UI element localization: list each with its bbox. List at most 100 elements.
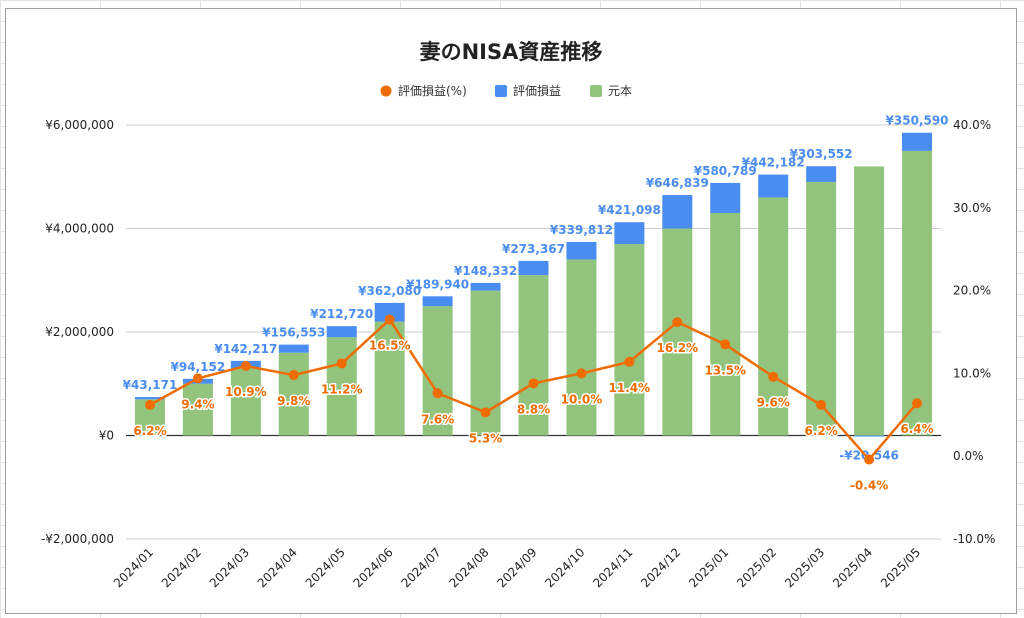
x-tick-label: 2025/01	[686, 545, 731, 590]
x-tick-label: 2024/01	[111, 545, 156, 590]
pct-data-label: 6.2%	[805, 424, 838, 438]
bar-principal	[230, 368, 261, 436]
bar-data-label: ¥350,590	[886, 114, 949, 128]
y-right-tick-label: 40.0%	[953, 118, 991, 132]
pct-data-label: 5.3%	[469, 431, 502, 445]
legend-label-2: 元本	[608, 84, 632, 98]
pct-data-label: -0.4%	[850, 479, 888, 493]
bar-data-label: ¥148,332	[454, 264, 517, 278]
y-right-tick-label: 20.0%	[953, 284, 991, 298]
x-tick-label: 2024/12	[638, 545, 683, 590]
bar-gain	[854, 435, 885, 437]
pct-point	[816, 399, 827, 410]
pct-data-label: 16.2%	[657, 341, 699, 355]
pct-data-label: 16.5%	[369, 339, 411, 353]
pct-point	[720, 339, 731, 350]
pct-point	[624, 356, 635, 367]
x-tick-label: 2025/02	[734, 545, 779, 590]
bar-gain	[470, 282, 501, 291]
bar-gain	[374, 302, 405, 322]
legend-marker-2	[590, 85, 602, 97]
x-tick-label: 2025/04	[830, 545, 875, 590]
bar-principal	[182, 383, 213, 436]
pct-point	[864, 454, 875, 465]
pct-point	[672, 317, 683, 328]
chart-card[interactable]: 妻のNISA資産推移評価損益(%) 評価損益 元本 ¥6,000,000 ¥4,000,…	[5, 8, 1017, 614]
y-left-tick-label: ¥0	[99, 429, 114, 443]
x-tick-label: 2024/09	[494, 545, 539, 590]
bar-data-label: ¥421,098	[598, 203, 661, 217]
x-tick-label: 2024/06	[351, 545, 396, 590]
pct-data-label: 6.2%	[133, 424, 166, 438]
bar-gain	[518, 260, 549, 276]
pct-point	[768, 371, 779, 382]
legend-marker-0	[380, 85, 392, 97]
bar-data-label: ¥156,553	[262, 326, 325, 340]
pct-data-label: 10.9%	[225, 385, 267, 399]
pct-point	[576, 368, 587, 379]
y-left-tick-label: ¥6,000,000	[45, 118, 114, 132]
legend-marker-1	[495, 85, 507, 97]
pct-point	[288, 370, 299, 381]
pct-data-label: 9.4%	[181, 397, 214, 411]
pct-point	[912, 398, 923, 409]
pct-data-label: 8.8%	[517, 402, 550, 416]
bar-principal	[902, 150, 933, 436]
bar-gain	[662, 195, 693, 229]
y-right-tick-label: -10.0%	[953, 532, 995, 546]
bar-data-label: ¥580,789	[694, 164, 757, 178]
y-left-tick-label: ¥4,000,000	[45, 222, 114, 236]
pct-data-label: 11.2%	[321, 382, 363, 396]
x-tick-label: 2024/10	[542, 545, 587, 590]
bar-principal	[662, 228, 693, 436]
bar-data-label: ¥303,552	[790, 147, 853, 161]
bar-data-label: ¥142,217	[214, 342, 277, 356]
y-left-tick-label: -¥2,000,000	[41, 532, 114, 546]
y-right-tick-label: 30.0%	[953, 201, 991, 215]
bar-gain	[326, 326, 357, 338]
pct-point	[432, 388, 443, 399]
bar-principal	[518, 275, 549, 436]
bar-gain	[566, 241, 597, 260]
x-tick-label: 2024/02	[159, 545, 204, 590]
x-tick-label: 2025/03	[782, 545, 827, 590]
bar-principal	[422, 306, 453, 436]
x-tick-label: 2024/07	[399, 545, 444, 590]
pct-point	[240, 360, 251, 371]
x-tick-label: 2024/03	[207, 545, 252, 590]
pct-data-label: 7.6%	[421, 412, 454, 426]
pct-data-label: 9.8%	[277, 394, 310, 408]
x-tick-label: 2024/11	[590, 545, 635, 590]
pct-point	[528, 378, 539, 389]
legend-label-0: 評価損益(%)	[398, 83, 467, 98]
bar-principal	[614, 244, 645, 436]
x-tick-label: 2025/05	[878, 545, 923, 590]
legend-label-1: 評価損益	[513, 83, 561, 98]
pct-point	[384, 314, 395, 325]
bar-gain	[902, 132, 933, 151]
bar-data-label: ¥94,152	[171, 360, 226, 374]
bar-principal	[566, 259, 597, 436]
x-tick-label: 2024/05	[303, 545, 348, 590]
bar-gain	[614, 222, 645, 245]
bar-gain	[278, 344, 309, 353]
x-tick-label: 2024/08	[447, 545, 492, 590]
pct-data-label: 9.6%	[757, 396, 790, 410]
y-left-tick-label: ¥2,000,000	[45, 325, 114, 339]
chart-title: 妻のNISA資産推移	[420, 40, 603, 64]
y-right-tick-label: 0.0%	[953, 449, 984, 463]
bar-principal	[854, 166, 885, 436]
y-right-tick-label: 10.0%	[953, 366, 991, 380]
pct-data-label: 10.0%	[561, 392, 603, 406]
bar-principal	[374, 321, 405, 436]
bar-principal	[806, 181, 837, 436]
bar-data-label: ¥646,839	[646, 176, 709, 190]
bar-data-label: ¥273,367	[502, 242, 565, 256]
pct-point	[144, 399, 155, 410]
bar-principal	[278, 352, 309, 436]
bar-gain	[806, 166, 837, 182]
bar-data-label: ¥212,720	[310, 307, 373, 321]
bar-principal	[758, 197, 789, 436]
